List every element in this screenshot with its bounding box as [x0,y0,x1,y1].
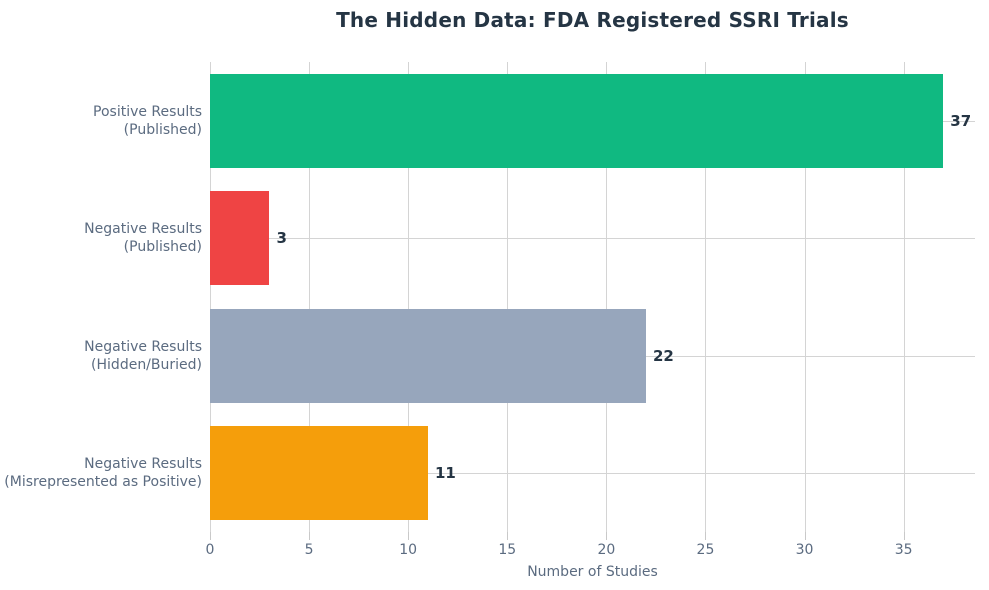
vertical-gridline [705,62,707,532]
chart-title: The Hidden Data: FDA Registered SSRI Tri… [336,8,849,32]
x-tick-label: 0 [205,542,215,558]
horizontal-gridline [210,238,975,240]
bar [210,308,646,403]
vertical-gridline [804,62,806,532]
x-tick-label: 15 [498,542,517,558]
x-tick-mark [309,532,311,540]
bar [210,426,428,521]
x-axis-ticks: 0 5 10 15 20 25 30 35 [206,542,975,560]
x-tick-label: 10 [399,542,418,558]
vertical-gridline [903,62,905,532]
x-tick-mark [903,532,905,540]
vertical-gridline [408,62,410,532]
x-tick-label: 30 [795,542,814,558]
x-tick-mark [210,532,211,540]
y-axis-labels: Positive Results (Published) Negative Res… [0,62,202,532]
vertical-gridline [606,62,608,532]
bar [210,191,270,286]
bar-value-label: 22 [653,346,674,365]
category-label: Negative Results (Published) [84,221,202,256]
category-label: Positive Results (Published) [93,103,202,138]
bar-value-label: 37 [950,111,972,130]
horizontal-gridline [210,473,975,475]
x-tick-mark [804,532,806,540]
category-label: Negative Results (Misrepresented as Posi… [4,456,202,491]
bar-value-label: 11 [435,464,456,483]
vertical-gridline [210,62,211,532]
vertical-gridline [507,62,509,532]
x-tick-mark [705,532,707,540]
bar [210,73,944,168]
bar-value-label: 3 [276,229,287,248]
x-tick-mark [408,532,410,540]
plot-area: 37 3 22 11 [210,62,975,540]
x-axis-label: Number of Studies [527,564,658,580]
category-label: Negative Results (Hidden/Buried) [84,338,202,373]
x-tick-label: 5 [304,542,314,558]
x-tick-mark [507,532,509,540]
x-tick-label: 35 [894,542,913,558]
x-tick-label: 20 [597,542,616,558]
vertical-gridline [309,62,311,532]
x-tick-mark [606,532,608,540]
x-tick-label: 25 [696,542,715,558]
